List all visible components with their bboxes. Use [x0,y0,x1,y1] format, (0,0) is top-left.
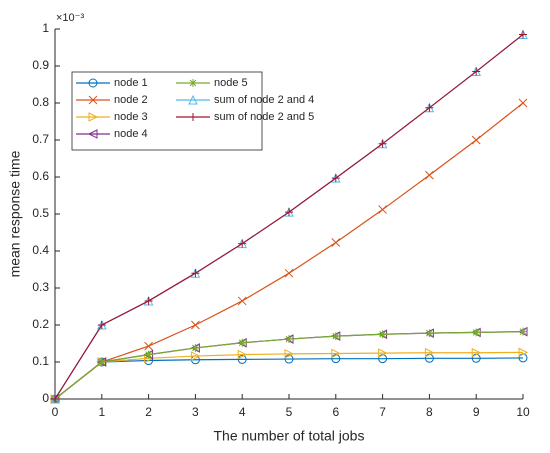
y-tick-label: 0.7 [32,132,49,146]
marker [331,174,340,183]
marker [97,321,106,329]
x-tick-label: 6 [332,405,339,419]
legend-label: node 1 [114,77,148,89]
marker [188,94,198,105]
x-tick-label: 9 [473,405,480,419]
marker [331,354,341,364]
marker [144,341,153,351]
legend-label: sum of node 2 and 5 [214,111,314,123]
marker [331,238,341,247]
marker [237,349,248,360]
series-line [54,351,524,400]
marker [144,350,153,359]
marker [237,354,247,364]
x-axis-label: The number of total jobs [214,428,365,444]
marker [425,329,434,338]
marker [238,239,247,248]
marker [144,296,153,305]
y-tick-label: 1 [42,21,49,35]
marker [88,95,98,105]
marker [424,347,435,358]
legend-label: node 4 [114,128,148,140]
legend-label: sum of node 2 and 4 [214,94,314,106]
marker [425,103,434,112]
x-tick-label: 0 [52,405,59,419]
marker [519,30,527,39]
marker [191,320,200,330]
marker [331,332,340,341]
y-tick-label: 0 [42,391,49,405]
marker [191,343,200,352]
marker [189,113,197,121]
y-tick-label: 0.4 [32,243,49,257]
series-line [54,357,524,400]
marker [88,78,98,88]
legend: node 1 node 2 node 3 node 4 node 5 sum of nod… [71,71,314,151]
marker [378,330,387,339]
marker [425,170,434,180]
x-tick-label: 10 [516,405,530,419]
marker [237,296,247,306]
marker [190,351,201,361]
y-tick-label: 0.1 [32,354,49,368]
marker [284,349,295,359]
y-axis-label: mean response time [7,150,23,277]
y-tick-label: 0.2 [32,317,49,331]
x-tick-label: 1 [98,405,105,419]
marker [378,139,387,148]
x-tick-label: 3 [192,405,199,419]
y-tick-label: 0.8 [32,95,49,109]
marker [189,79,197,87]
y-exponent: ×10⁻³ [56,12,84,24]
marker [238,338,247,347]
marker [471,135,481,145]
marker [472,328,481,337]
marker [378,205,387,214]
marker [378,348,388,358]
marker [518,347,529,358]
legend-label: node 5 [214,77,248,89]
legend-box [71,71,263,151]
marker [87,129,98,139]
marker [472,67,481,76]
legend-label: node 3 [114,111,148,123]
marker [285,335,293,344]
x-tick-label: 2 [145,405,152,419]
marker [284,354,294,364]
marker [191,269,200,278]
marker [519,327,527,336]
marker [51,395,59,403]
marker [88,112,99,122]
x-tick-label: 4 [239,405,246,419]
legend-label: node 2 [114,94,148,106]
marker [284,268,294,278]
y-tick-label: 0.6 [32,169,49,183]
x-tick-label: 7 [379,405,386,419]
marker [471,347,482,358]
y-tick-label: 0.3 [32,280,49,294]
marker [285,208,293,217]
marker [518,98,528,108]
y-tick-label: 0.5 [32,206,49,220]
marker [97,358,106,366]
marker [331,348,341,359]
x-tick-label: 8 [426,405,433,419]
x-tick-label: 5 [286,405,293,419]
y-tick-label: 0.9 [32,58,49,72]
